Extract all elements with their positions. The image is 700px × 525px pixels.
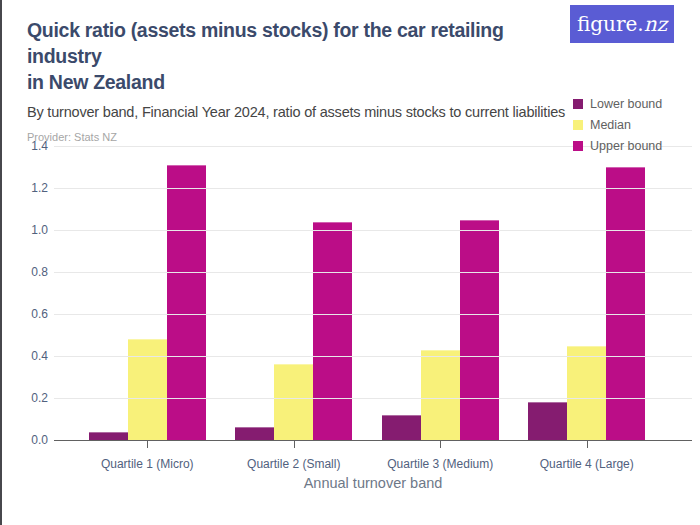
gridline bbox=[54, 272, 692, 273]
bar-lower-bound bbox=[235, 427, 274, 440]
bar-upper-bound bbox=[460, 220, 499, 441]
chart-card: Quick ratio (assets minus stocks) for th… bbox=[0, 0, 700, 525]
bar-median bbox=[128, 339, 167, 440]
legend-swatch bbox=[573, 141, 583, 151]
bar-median bbox=[421, 350, 460, 440]
y-axis-labels: 0.00.20.40.60.81.01.21.4 bbox=[8, 146, 48, 440]
legend-item: Upper bound bbox=[573, 139, 662, 153]
legend-label: Lower bound bbox=[590, 97, 662, 111]
y-tick-label: 0.2 bbox=[31, 392, 48, 404]
legend-label: Median bbox=[590, 118, 631, 132]
bar-group: Quartile 3 (Medium) bbox=[367, 146, 514, 440]
provider-credit: Provider: Stats NZ bbox=[27, 131, 567, 143]
y-tick-label: 0.6 bbox=[31, 308, 48, 320]
bar-median bbox=[274, 364, 313, 440]
gridline bbox=[54, 356, 692, 357]
chart-title-line2: in New Zealand bbox=[27, 69, 567, 95]
x-tick-mark bbox=[294, 441, 295, 448]
bar-lower-bound bbox=[382, 415, 421, 440]
gridline bbox=[54, 230, 692, 231]
x-tick-label: Quartile 1 (Micro) bbox=[101, 457, 194, 471]
y-tick-label: 0.0 bbox=[31, 434, 48, 446]
gridline bbox=[54, 398, 692, 399]
x-tick-label: Quartile 4 (Large) bbox=[540, 457, 634, 471]
bar-upper-bound bbox=[313, 222, 352, 440]
y-tick-label: 0.8 bbox=[31, 266, 48, 278]
legend: Lower bound Median Upper bound bbox=[573, 97, 662, 160]
bar-group: Quartile 2 (Small) bbox=[221, 146, 368, 440]
x-tick-label: Quartile 2 (Small) bbox=[247, 457, 340, 471]
x-tick-mark bbox=[587, 441, 588, 448]
bar-upper-bound bbox=[606, 167, 645, 440]
logo-text: figure. bbox=[577, 14, 644, 34]
bar-median bbox=[567, 346, 606, 441]
x-axis-line bbox=[54, 440, 692, 441]
bar-group: Quartile 4 (Large) bbox=[514, 146, 661, 440]
legend-item: Lower bound bbox=[573, 97, 662, 111]
gridline bbox=[54, 314, 692, 315]
figurenz-logo[interactable]: figure.nz bbox=[570, 5, 674, 43]
chart-title-line1: Quick ratio (assets minus stocks) for th… bbox=[27, 17, 567, 69]
plot-area: Quartile 1 (Micro)Quartile 2 (Small)Quar… bbox=[54, 146, 692, 440]
legend-swatch bbox=[573, 99, 583, 109]
bar-groups: Quartile 1 (Micro)Quartile 2 (Small)Quar… bbox=[74, 146, 660, 440]
legend-item: Median bbox=[573, 118, 662, 132]
chart-subtitle: By turnover band, Financial Year 2024, r… bbox=[27, 104, 567, 120]
x-tick-mark bbox=[147, 441, 148, 448]
y-tick-label: 0.4 bbox=[31, 350, 48, 362]
gridline bbox=[54, 188, 692, 189]
bar-lower-bound bbox=[528, 402, 567, 440]
x-axis-title: Annual turnover band bbox=[54, 475, 692, 491]
y-tick-label: 1.4 bbox=[31, 140, 48, 152]
bar-lower-bound bbox=[89, 432, 128, 440]
x-tick-label: Quartile 3 (Medium) bbox=[387, 457, 493, 471]
bar-group: Quartile 1 (Micro) bbox=[74, 146, 221, 440]
chart-header: Quick ratio (assets minus stocks) for th… bbox=[27, 17, 567, 143]
legend-label: Upper bound bbox=[590, 139, 662, 153]
x-tick-mark bbox=[440, 441, 441, 448]
y-tick-label: 1.2 bbox=[31, 182, 48, 194]
legend-swatch bbox=[573, 120, 583, 130]
logo-text-italic: nz bbox=[644, 14, 667, 34]
chart-title: Quick ratio (assets minus stocks) for th… bbox=[27, 17, 567, 95]
y-tick-label: 1.0 bbox=[31, 224, 48, 236]
